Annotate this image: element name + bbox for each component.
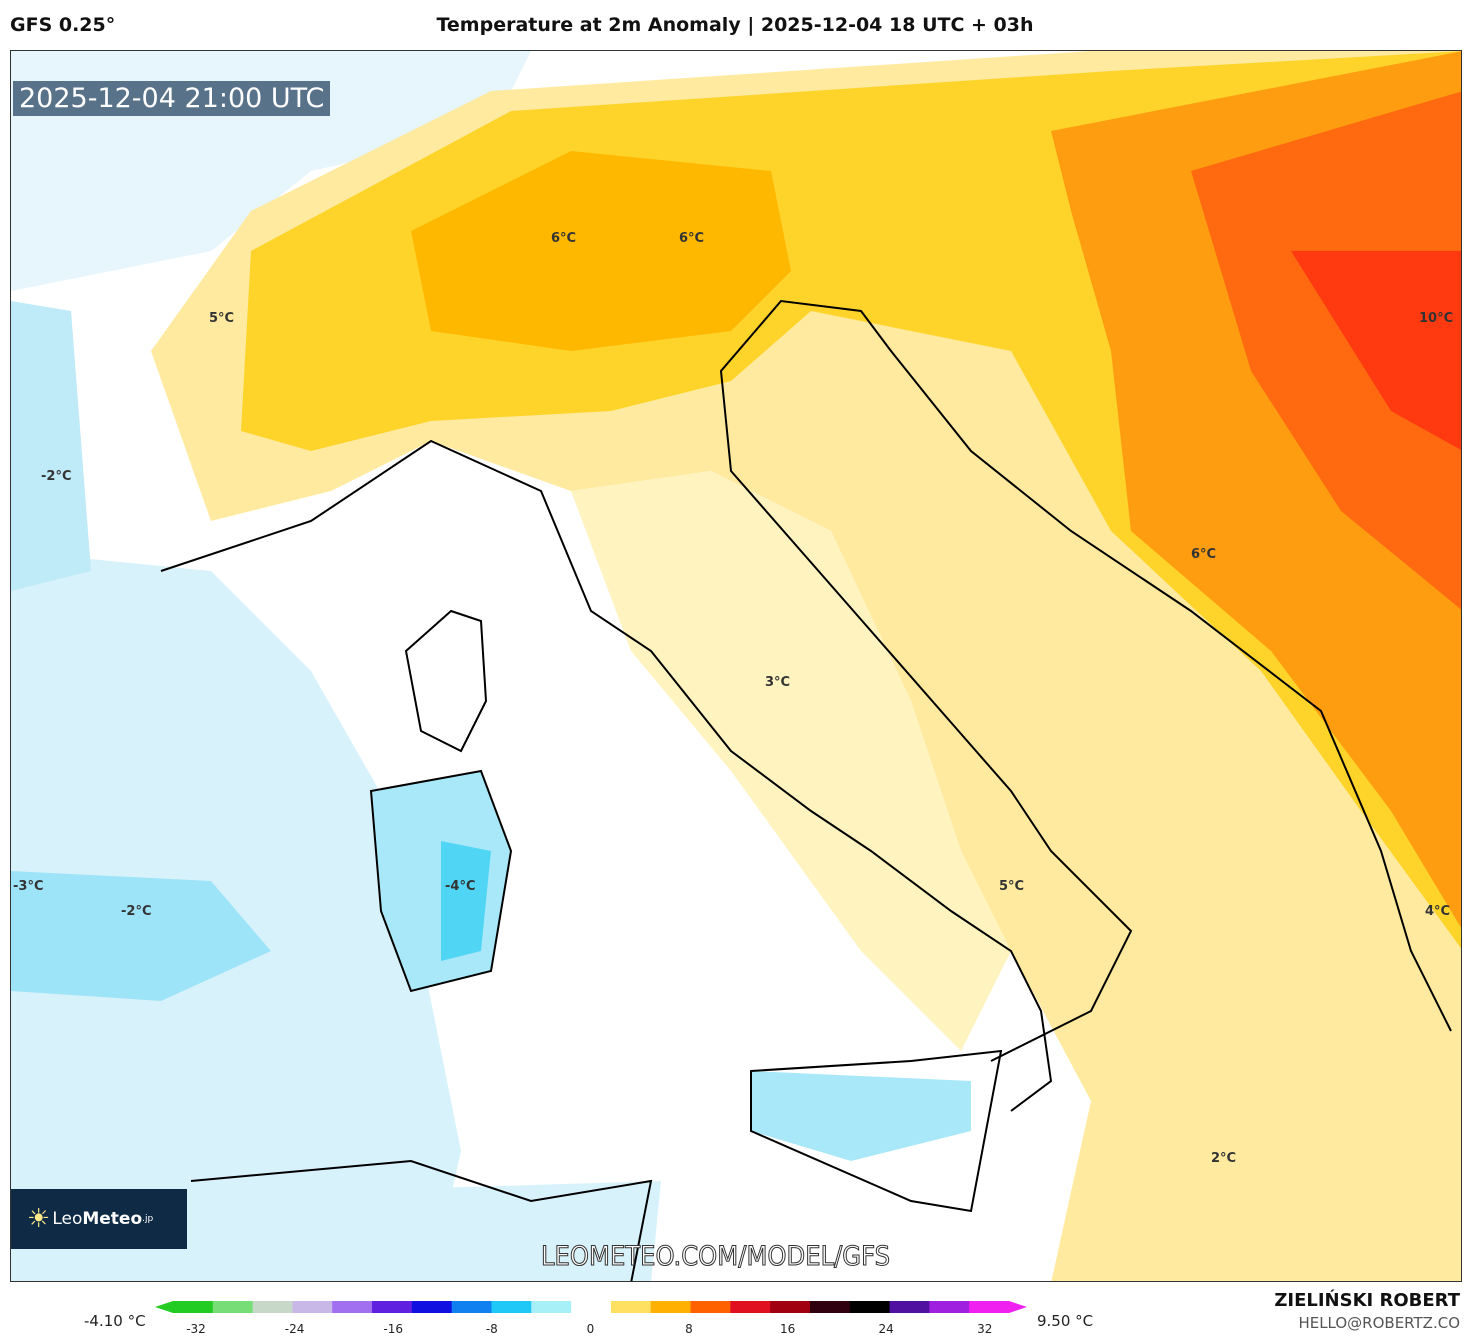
- colorbar-segment: [531, 1301, 572, 1313]
- colorbar-segment: [849, 1301, 891, 1313]
- contour-label: 5°C: [999, 879, 1025, 894]
- contour-label: 3°C: [765, 675, 791, 690]
- colorbar-segment: [411, 1301, 453, 1313]
- contour-label: 6°C: [679, 231, 705, 246]
- colorbar-tick: 32: [977, 1322, 993, 1336]
- max-value: 9.50 °C: [1037, 1312, 1094, 1330]
- colorbar-segment: [372, 1301, 413, 1313]
- sicily-coast: [750, 1049, 1003, 1213]
- colorbar-segment: [889, 1301, 930, 1313]
- colorbar-tick: 16: [779, 1322, 796, 1336]
- colorbar-tick: -24: [284, 1322, 305, 1336]
- colorbar-tick: 0: [586, 1322, 595, 1336]
- colorbar-segment: [173, 1301, 214, 1313]
- contour-label: 4°C: [1425, 904, 1451, 919]
- watermark: LEOMETEO.COM/MODEL/GFS: [540, 1241, 891, 1273]
- colorbar: [155, 1301, 1027, 1313]
- min-value: -4.10 °C: [84, 1312, 146, 1330]
- anomaly-map: 2025-12-04 21:00 UTC 6°C 6°C 5°C 10°C -2…: [10, 50, 1462, 1282]
- colorbar-tick: -32: [186, 1322, 206, 1336]
- colorbar-segment: [332, 1301, 373, 1313]
- colorbar-segment: [690, 1301, 731, 1313]
- author: ZIELIŃSKI ROBERT: [1274, 1290, 1460, 1311]
- colorbar-min-arrow: [155, 1301, 173, 1313]
- colorbar-segment: [730, 1301, 771, 1313]
- colorbar-tick: 24: [878, 1322, 894, 1336]
- author-email[interactable]: HELLO@ROBERTZ.CO: [1298, 1314, 1460, 1332]
- valid-time: 2025-12-04 21:00 UTC: [13, 81, 331, 116]
- contour-label: 2°C: [1211, 1151, 1237, 1166]
- colorbar-segment: [491, 1301, 532, 1313]
- colorbar-segment: [809, 1301, 851, 1313]
- colorbar-segment: [650, 1301, 692, 1313]
- corsica-coast: [404, 609, 488, 753]
- colorbar-tick: -16: [383, 1322, 403, 1336]
- colorbar-segment: [610, 1301, 652, 1313]
- map-title: Temperature at 2m Anomaly | 2025-12-04 1…: [436, 14, 1034, 36]
- colorbar-segment: [969, 1301, 1010, 1313]
- contour-label: -2°C: [121, 904, 152, 919]
- sun-icon: ☀: [27, 1204, 51, 1234]
- colorbar-segment: [451, 1301, 492, 1313]
- colorbar-segment: [571, 1301, 612, 1313]
- map-shading: [11, 51, 1461, 1281]
- colorbar-segment: [770, 1301, 811, 1313]
- contour-label: -4°C: [445, 879, 476, 894]
- contour-label: -3°C: [13, 879, 44, 894]
- contour-label: -2°C: [41, 469, 72, 484]
- colorbar-tick: -8: [485, 1322, 498, 1336]
- colorbar-tick: 8: [685, 1322, 693, 1336]
- coastline: [160, 299, 1452, 1112]
- contour-label: 6°C: [1191, 547, 1217, 562]
- colorbar-max-arrow: [1009, 1301, 1027, 1313]
- cold-anomaly-sicily: [751, 1071, 971, 1161]
- model-name: GFS 0.25°: [10, 14, 116, 36]
- contour-label: 6°C: [551, 231, 577, 246]
- contour-label: 5°C: [209, 311, 235, 326]
- colorbar-segment: [252, 1301, 293, 1313]
- colorbar-segment: [212, 1301, 254, 1313]
- leometeo-logo[interactable]: ☀ Leo Meteo .jp: [11, 1189, 187, 1249]
- colorbar-segment: [929, 1301, 970, 1313]
- africa-coast: [190, 1159, 653, 1281]
- colorbar-segment: [292, 1301, 333, 1313]
- contour-label: 10°C: [1419, 311, 1454, 326]
- cold-anomaly-west-core: [11, 871, 271, 1001]
- sardinia-coast: [369, 769, 513, 993]
